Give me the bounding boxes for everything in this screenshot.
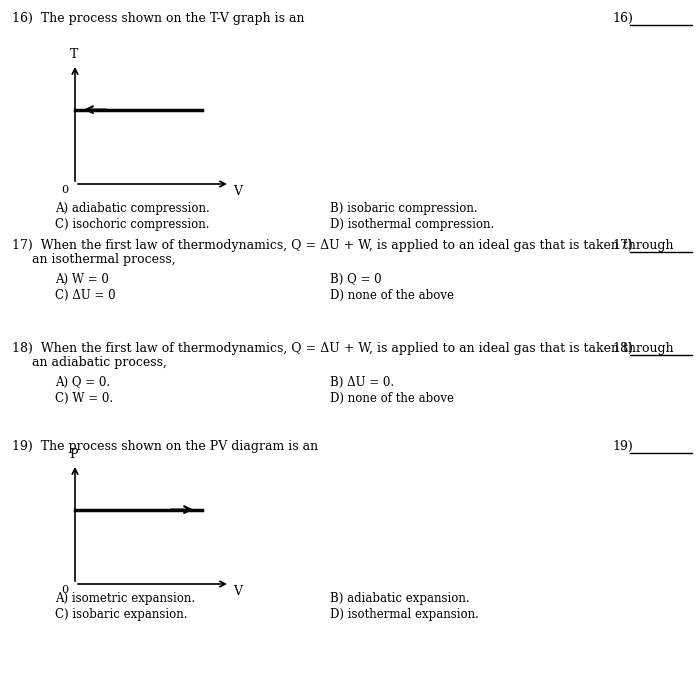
Text: A) adiabatic compression.: A) adiabatic compression. [55,202,210,215]
Text: D) none of the above: D) none of the above [330,289,454,302]
Text: 19): 19) [612,440,633,453]
Text: A) Q = 0.: A) Q = 0. [55,376,110,389]
Text: an isothermal process,: an isothermal process, [32,253,176,266]
Text: D) isothermal compression.: D) isothermal compression. [330,218,494,231]
Text: 17): 17) [612,239,633,252]
Text: 18)  When the first law of thermodynamics, Q = ΔU + W, is applied to an ideal ga: 18) When the first law of thermodynamics… [12,342,673,355]
Text: C) ΔU = 0: C) ΔU = 0 [55,289,116,302]
Text: 16)  The process shown on the T-V graph is an: 16) The process shown on the T-V graph i… [12,12,304,25]
Text: C) W = 0.: C) W = 0. [55,392,113,405]
Text: C) isochoric compression.: C) isochoric compression. [55,218,209,231]
Text: 0: 0 [61,585,68,595]
Text: D) isothermal expansion.: D) isothermal expansion. [330,608,479,621]
Text: C) isobaric expansion.: C) isobaric expansion. [55,608,188,621]
Text: T: T [70,48,78,61]
Text: 17)  When the first law of thermodynamics, Q = ΔU + W, is applied to an ideal ga: 17) When the first law of thermodynamics… [12,239,673,252]
Text: B) Q = 0: B) Q = 0 [330,273,382,286]
Text: 19)  The process shown on the PV diagram is an: 19) The process shown on the PV diagram … [12,440,318,453]
Text: P: P [70,448,78,461]
Text: B) isobaric compression.: B) isobaric compression. [330,202,477,215]
Text: D) none of the above: D) none of the above [330,392,454,405]
Text: 16): 16) [612,12,633,25]
Text: 0: 0 [61,185,68,195]
Text: an adiabatic process,: an adiabatic process, [32,356,167,369]
Text: B) ΔU = 0.: B) ΔU = 0. [330,376,394,389]
Text: A) W = 0: A) W = 0 [55,273,109,286]
Text: V: V [233,185,242,198]
Text: A) isometric expansion.: A) isometric expansion. [55,592,195,605]
Text: V: V [233,585,242,598]
Text: 18): 18) [612,342,633,355]
Text: B) adiabatic expansion.: B) adiabatic expansion. [330,592,470,605]
